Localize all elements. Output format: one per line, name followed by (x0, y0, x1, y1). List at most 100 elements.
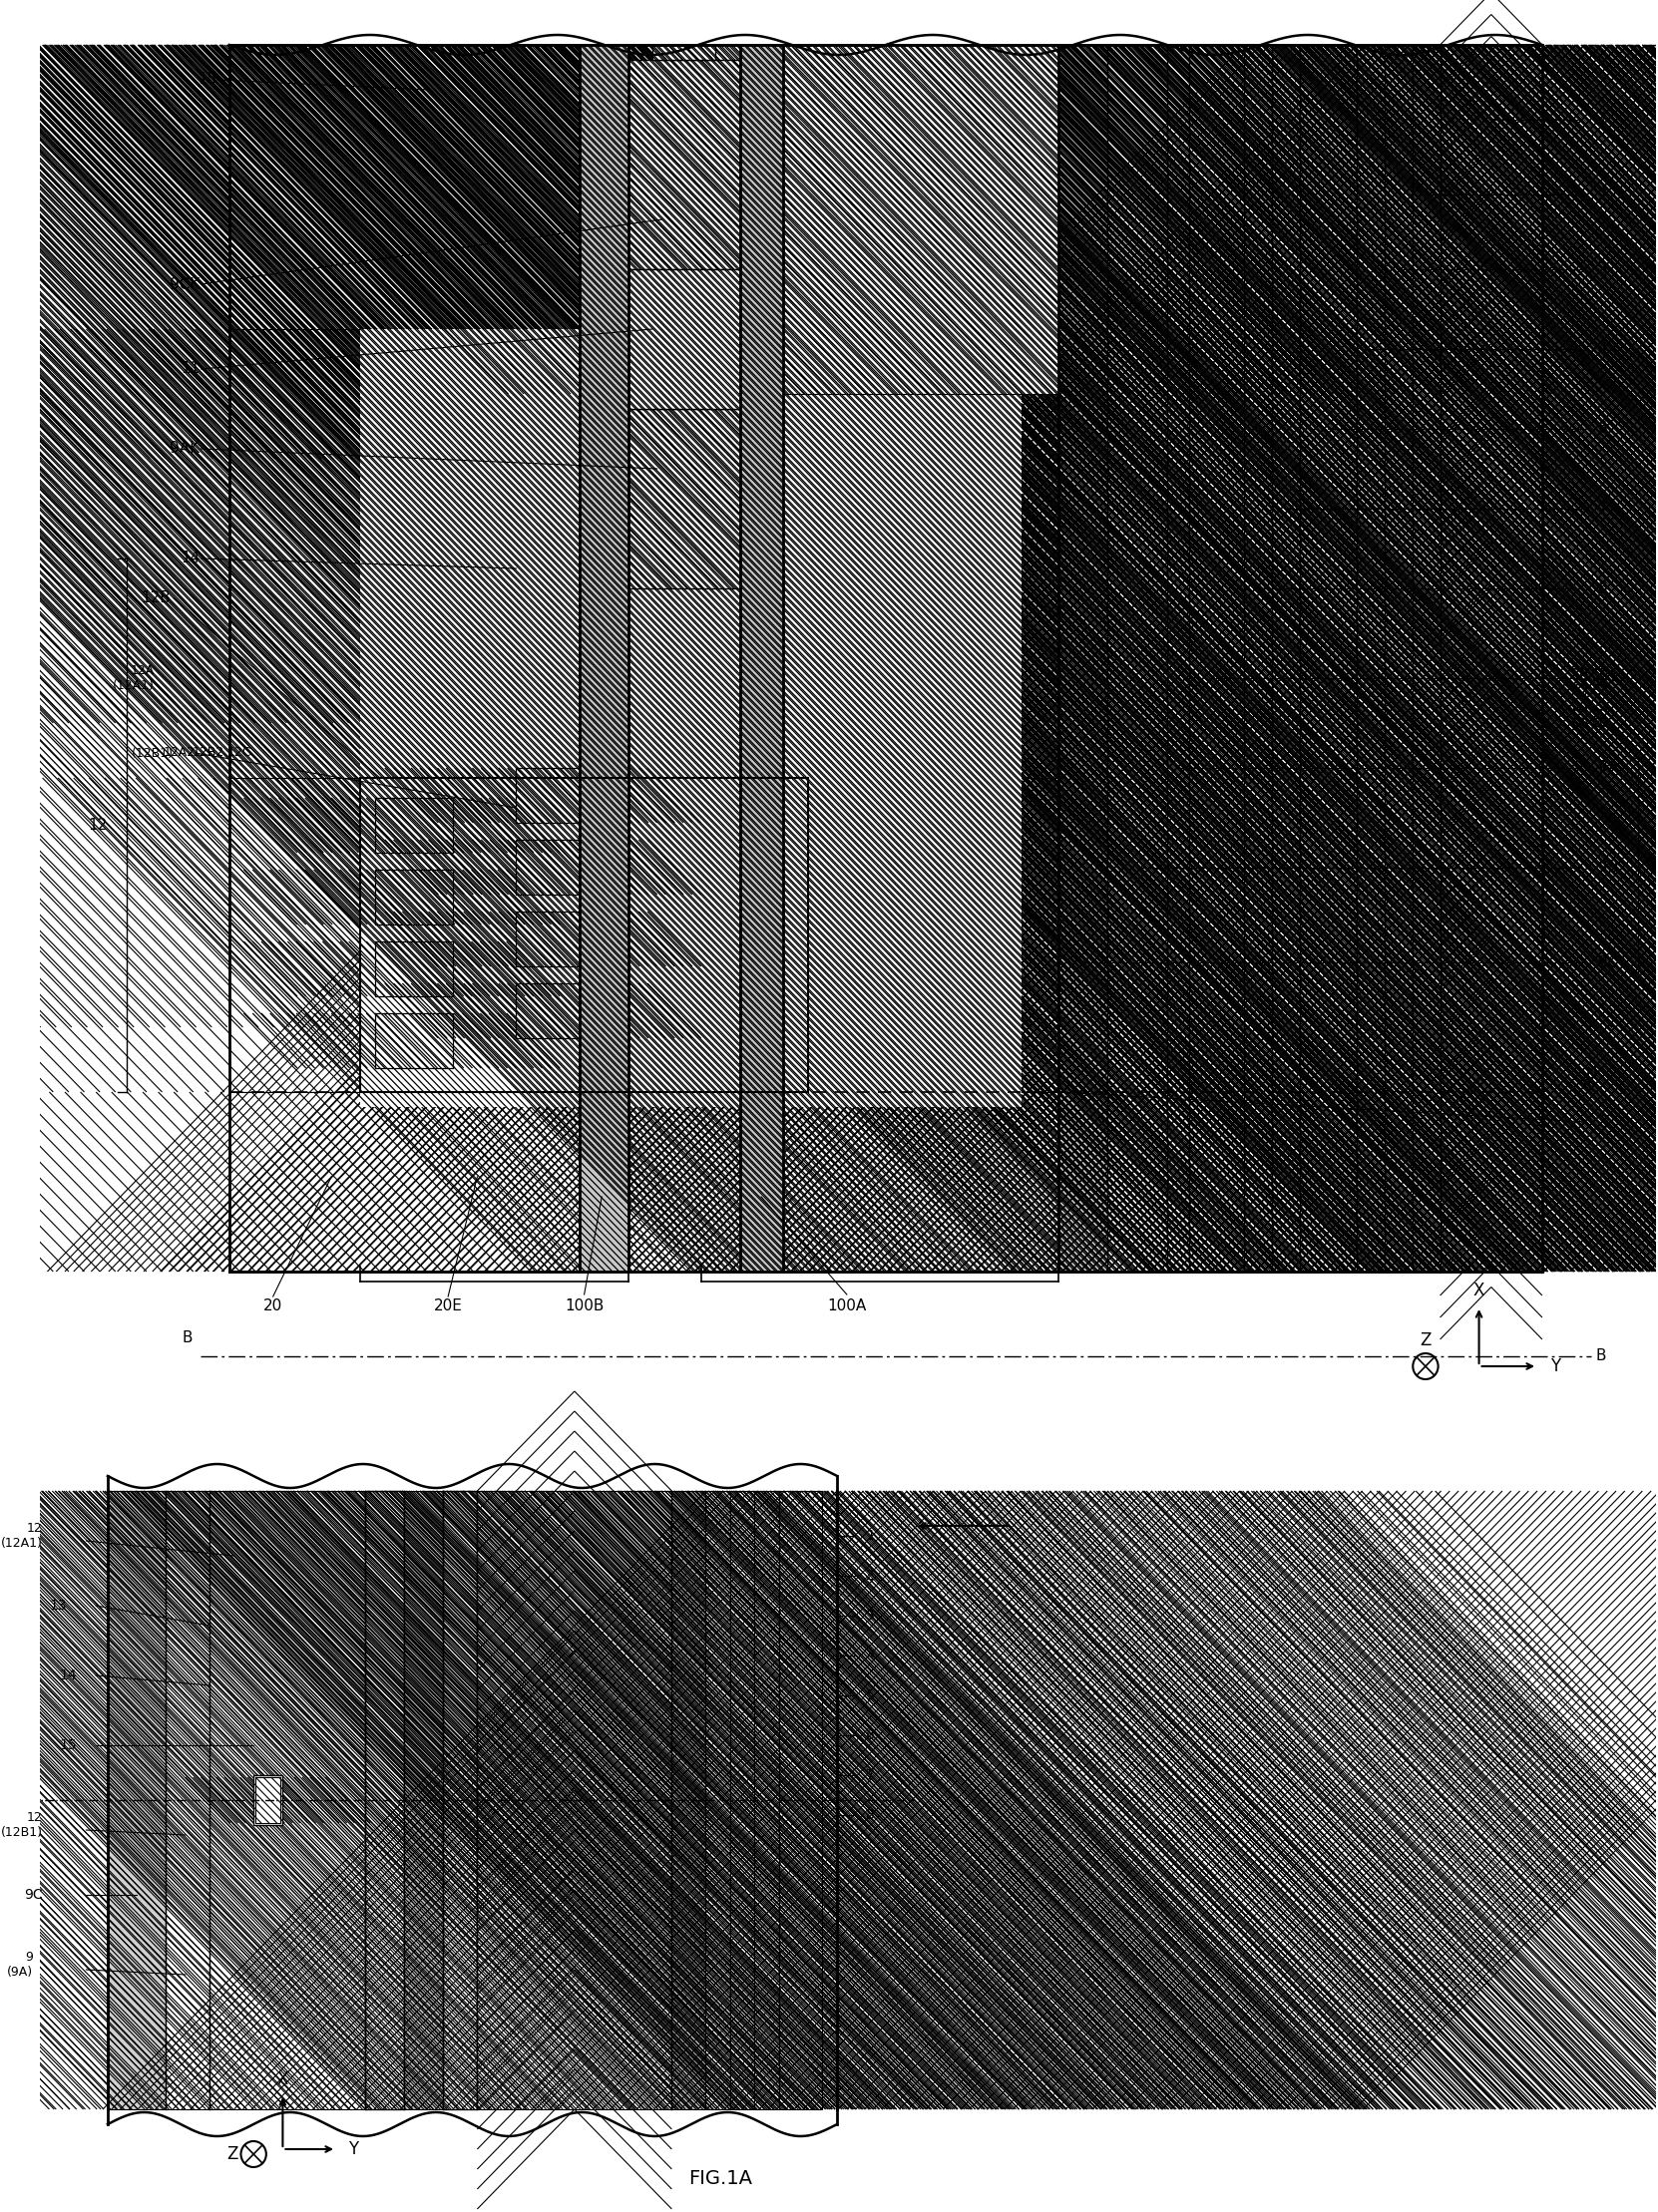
Bar (671, 1491, 706, 2110)
Text: X: X (277, 2070, 288, 2088)
Text: N: N (1587, 1066, 1597, 1082)
Polygon shape (739, 588, 789, 779)
Bar (579, 44, 628, 1272)
Text: 4: 4 (1598, 341, 1607, 356)
Text: X: X (1474, 1281, 1484, 1298)
Text: 9A: 9A (1598, 761, 1618, 776)
Text: 15: 15 (197, 73, 217, 86)
Bar (108, 1491, 166, 2110)
Bar (754, 1491, 779, 2110)
Text: FIG.1B: FIG.1B (1567, 666, 1585, 730)
Text: 3: 3 (865, 1608, 875, 1624)
Bar (779, 1491, 822, 2110)
Bar (706, 1491, 730, 2110)
Bar (1108, 44, 1167, 1272)
Text: Z: Z (227, 2146, 237, 2163)
Text: 9CK: 9CK (169, 276, 201, 292)
Bar (229, 44, 1059, 1272)
Text: 12C: 12C (227, 745, 252, 759)
Text: 100B: 100B (565, 1298, 604, 1314)
Text: 14: 14 (60, 1668, 76, 1683)
Bar (443, 1491, 478, 2110)
Text: 12: 12 (88, 818, 108, 832)
Text: 6: 6 (865, 1728, 875, 1743)
Bar (1059, 44, 1108, 1272)
Text: Y: Y (348, 2141, 358, 2159)
Bar (255, 1776, 280, 1823)
Bar (1413, 44, 1441, 1272)
Text: 4: 4 (865, 1648, 875, 1663)
Text: 9: 9 (1646, 858, 1656, 872)
Bar (1272, 44, 1300, 1272)
Polygon shape (360, 588, 628, 779)
Text: FIG.1B: FIG.1B (1587, 666, 1605, 730)
Text: 6: 6 (1598, 420, 1607, 436)
Bar (229, 1093, 1059, 1272)
Text: 8: 8 (865, 1807, 875, 1823)
Bar (1189, 44, 1244, 1272)
Bar (739, 44, 784, 1272)
Bar (229, 44, 1059, 723)
Text: 20E: 20E (434, 1298, 463, 1314)
Bar (516, 984, 594, 1037)
Bar (405, 1491, 443, 2110)
Text: 5: 5 (865, 1688, 875, 1703)
Text: B: B (1595, 1349, 1607, 1365)
Text: (12B1): (12B1) (133, 745, 174, 759)
Bar (1300, 44, 1356, 1272)
Bar (375, 942, 453, 995)
Polygon shape (652, 44, 716, 60)
Bar (375, 799, 453, 852)
Text: 12
(12A1): 12 (12A1) (0, 1522, 43, 1551)
Text: 1: 1 (865, 1528, 875, 1542)
Bar (375, 869, 453, 925)
Text: 14: 14 (181, 551, 201, 566)
Bar (628, 270, 739, 409)
Text: 12A2: 12A2 (162, 745, 196, 759)
Bar (254, 1776, 284, 1825)
Text: 9C: 9C (1598, 956, 1618, 969)
Text: 5: 5 (1600, 1115, 1610, 1130)
Text: 11: 11 (181, 361, 201, 376)
Bar (789, 349, 1059, 1026)
Bar (1441, 44, 1542, 1272)
Text: 20: 20 (264, 1298, 282, 1314)
Text: Y: Y (1550, 1358, 1560, 1376)
Bar (229, 330, 511, 1026)
Polygon shape (628, 60, 739, 270)
Text: 9AK: 9AK (171, 442, 201, 456)
Text: B: B (182, 1332, 192, 1345)
Bar (1384, 44, 1413, 1272)
Text: 9B: 9B (1598, 860, 1618, 876)
Bar (784, 44, 1059, 394)
Text: FIG.1A: FIG.1A (688, 2170, 753, 2188)
Text: 100A: 100A (827, 1298, 867, 1314)
Bar (1356, 44, 1384, 1272)
Text: 15: 15 (60, 1739, 76, 1752)
Bar (360, 330, 789, 458)
Bar (360, 779, 807, 1086)
Bar (730, 1491, 754, 2110)
Text: 3: 3 (1598, 261, 1607, 276)
Text: Z: Z (1419, 1332, 1431, 1349)
Text: 8: 8 (1598, 582, 1607, 595)
Bar (1244, 44, 1272, 1272)
Bar (375, 1013, 453, 1068)
Text: 12A
(12A1): 12A (12A1) (113, 664, 154, 692)
Polygon shape (716, 44, 784, 131)
Bar (360, 330, 1021, 1106)
Bar (365, 1491, 405, 2110)
Bar (478, 1491, 671, 2110)
Bar (108, 1475, 837, 2124)
Text: 7: 7 (1598, 502, 1607, 515)
Text: 12B2: 12B2 (192, 745, 224, 759)
Text: 13: 13 (50, 1599, 66, 1613)
Text: 12
(12B1): 12 (12B1) (0, 1812, 43, 1838)
Polygon shape (628, 409, 739, 588)
Bar (211, 1491, 365, 2110)
Bar (229, 44, 1542, 1272)
Text: 1: 1 (1598, 113, 1607, 126)
Text: 12B: 12B (141, 591, 171, 606)
Bar (229, 779, 1059, 1093)
Bar (1167, 44, 1189, 1272)
